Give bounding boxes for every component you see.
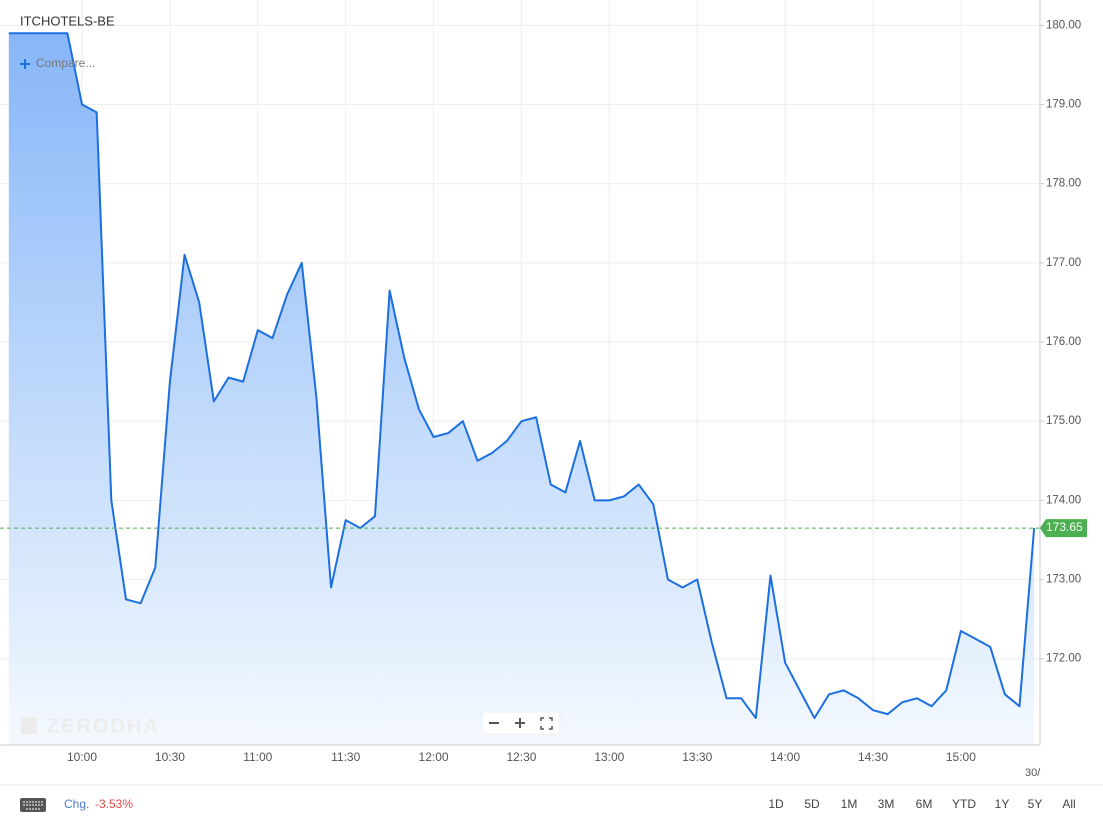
y-tick-label: 172.00 (1046, 653, 1081, 665)
keyboard-keys (23, 801, 43, 810)
change-label: Chg. (64, 797, 89, 811)
x-tick-label: 13:30 (682, 750, 712, 764)
y-tick-label: 178.00 (1046, 178, 1081, 190)
y-tick-label: 173.00 (1046, 574, 1081, 586)
x-tick-label: 13:00 (594, 750, 624, 764)
change-value: -3.53% (95, 797, 133, 811)
area (8, 33, 1035, 745)
watermark-text: ZERODHA (47, 715, 160, 737)
y-tick-label: 174.00 (1046, 494, 1081, 506)
last-price-badge (1040, 519, 1087, 538)
x-tick-label: 14:00 (770, 750, 800, 764)
range-button[interactable]: YTD (952, 797, 976, 811)
x-tick-label: 10:00 (67, 750, 97, 764)
x-tick-label: 15:00 (946, 750, 976, 764)
range-button[interactable]: 5D (804, 797, 820, 811)
watermark: ZERODHA (21, 715, 160, 737)
compare-button[interactable]: Compare... (20, 56, 95, 70)
y-tick-label: 175.00 (1046, 415, 1081, 427)
last-price-label: 173.65 (1046, 520, 1083, 534)
range-button[interactable]: 1Y (995, 797, 1010, 811)
range-button[interactable]: 1M (841, 797, 858, 811)
plot-area (0, 0, 1040, 745)
x-tick-label: 10:30 (155, 750, 185, 764)
x-tick-label: 11:30 (331, 750, 360, 764)
range-button[interactable]: All (1062, 797, 1075, 811)
compare-label[interactable]: Compare... (36, 56, 95, 70)
y-tick-label: 179.00 (1046, 99, 1081, 111)
y-tick-label: 180.00 (1046, 19, 1081, 31)
zoom-in[interactable] (515, 718, 525, 728)
y-tick-label: 176.00 (1046, 336, 1081, 348)
x-tick-label: 12:30 (506, 750, 536, 764)
y-tick-label: 177.00 (1046, 257, 1081, 269)
watermark-logo (21, 718, 37, 734)
zoom-controls (481, 711, 561, 735)
keyboard-icon[interactable] (20, 798, 46, 812)
price-line (8, 32, 1036, 720)
range-button[interactable]: 3M (878, 797, 895, 811)
symbol-name: ITCHOTELS-BE (20, 13, 115, 28)
x-tick-label: 14:30 (858, 750, 888, 764)
range-buttons: 1D 5D 1M 3M 6M YTD 1Y 5Y All (768, 797, 1075, 811)
range-button[interactable]: 1D (768, 797, 784, 811)
fullscreen[interactable] (540, 717, 553, 730)
plus-icon (20, 59, 30, 69)
x-tick-label: 11:00 (243, 750, 272, 764)
x-tick-label: 12:00 (419, 750, 449, 764)
range-button[interactable]: 5Y (1028, 797, 1043, 811)
range-button[interactable]: 6M (916, 797, 933, 811)
date-label: 30/ (1025, 767, 1041, 779)
